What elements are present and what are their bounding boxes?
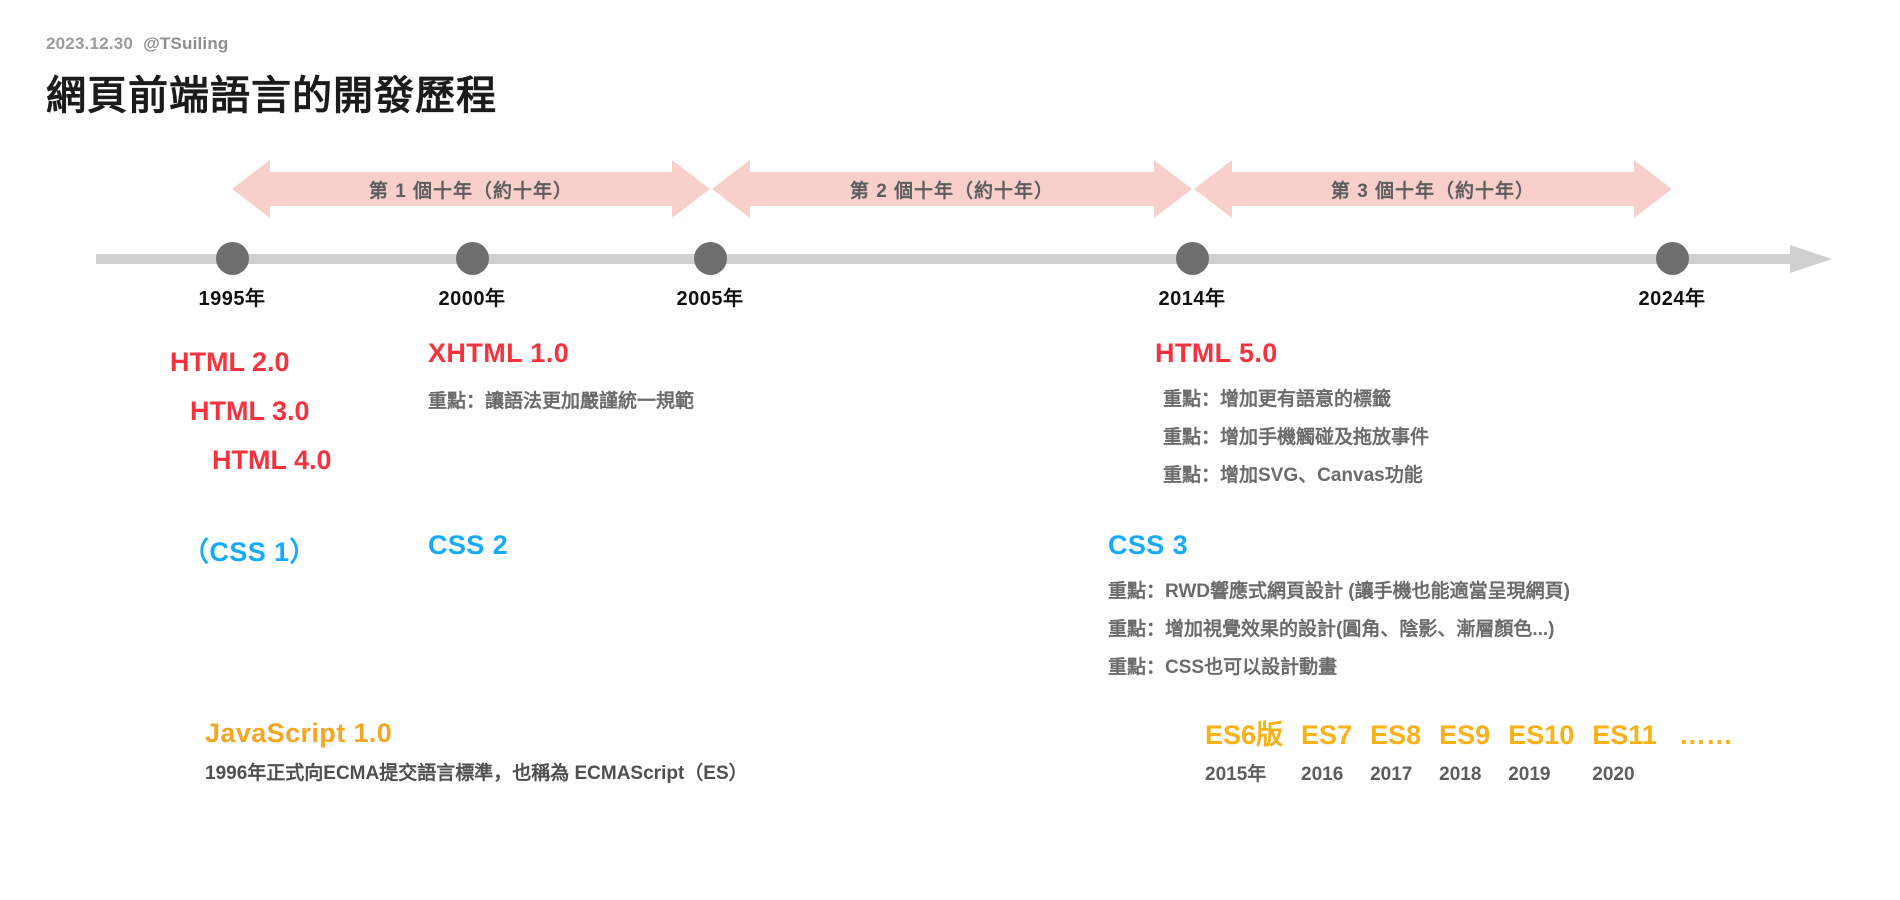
- ecmascript-version-item: ES10 2019: [1508, 718, 1574, 788]
- decade-arrow-icon: [1194, 160, 1672, 218]
- ecmascript-version-year: 2015年: [1205, 764, 1267, 785]
- axis-arrowhead-icon: [1790, 245, 1832, 273]
- axis-line: [96, 254, 1796, 264]
- ecmascript-version-year: 2017: [1370, 764, 1413, 785]
- xhtml-bullet: 重點：讓語法更加嚴謹統一規範: [428, 391, 695, 412]
- ecmascript-version-year: 2020: [1592, 764, 1635, 785]
- ecmascript-version-item: ES6版 2015年: [1205, 718, 1283, 788]
- css3-bullet: 重點：RWD響應式網頁設計 (讓手機也能適當呈現網頁): [1108, 581, 1570, 602]
- timeline-node-dot[interactable]: [216, 242, 249, 275]
- html-version-item: HTML 2.0: [170, 347, 290, 377]
- timeline-axis: [0, 240, 1900, 278]
- block-css3: CSS 3 重點：RWD響應式網頁設計 (讓手機也能適當呈現網頁) 重點：增加視…: [1108, 530, 1570, 687]
- ecmascript-version-item: ES7 2016: [1301, 718, 1352, 788]
- timeline-year-label: 2000年: [438, 288, 506, 310]
- decade-arrow-icon: [712, 160, 1192, 218]
- author-handle: @TSuiling: [143, 34, 229, 53]
- timeline-year-label: 1995年: [198, 288, 266, 310]
- ecmascript-version-item: ES8 2017: [1370, 718, 1421, 788]
- timeline-year-label: 2024年: [1638, 288, 1706, 310]
- html5-bullet: 重點：增加手機觸碰及拖放事件: [1163, 427, 1430, 448]
- timeline-node-dot[interactable]: [694, 242, 727, 275]
- css3-bullet: 重點：增加視覺效果的設計(圓角、陰影、漸層顏色...): [1108, 619, 1555, 640]
- ecmascript-version-item: ES11 2020: [1592, 718, 1657, 788]
- byline: 2023.12.30 @TSuiling: [46, 34, 497, 54]
- ecmascript-version-name: ES9: [1439, 720, 1491, 750]
- ecmascript-version-name: ES6版: [1205, 720, 1284, 750]
- decade-arrow-icon: [232, 160, 710, 218]
- page-title: 網頁前端語言的開發歷程: [46, 74, 497, 118]
- html5-bullet: 重點：增加SVG、Canvas功能: [1163, 465, 1423, 486]
- page-header: 2023.12.30 @TSuiling 網頁前端語言的開發歷程: [46, 34, 497, 121]
- block-css2: CSS 2: [428, 530, 508, 561]
- css3-title: CSS 3: [1108, 530, 1189, 560]
- ecmascript-version-name: ES10: [1508, 720, 1575, 750]
- decade-band-3: 第 3 個十年（約十年）: [1194, 160, 1672, 218]
- timeline-year-label: 2005年: [676, 288, 744, 310]
- block-javascript: JavaScript 1.0 1996年正式向ECMA提交語言標準，也稱為 EC…: [205, 718, 748, 785]
- block-css1: （CSS 1）: [182, 530, 317, 569]
- javascript-caption: 1996年正式向ECMA提交語言標準，也稱為 ECMAScript（ES）: [205, 763, 748, 784]
- publish-date: 2023.12.30: [46, 34, 134, 53]
- block-html5: HTML 5.0 重點：增加更有語意的標籤 重點：增加手機觸碰及拖放事件 重點：…: [1155, 338, 1429, 495]
- ecmascript-version-name: ES11: [1592, 720, 1657, 750]
- html5-bullet: 重點：增加更有語意的標籤: [1163, 389, 1392, 410]
- html-version-item: HTML 4.0: [212, 445, 332, 475]
- css1-title: （CSS 1）: [182, 537, 317, 567]
- decade-band-1: 第 1 個十年（約十年）: [232, 160, 710, 218]
- ecmascript-version-item: ……: [1679, 718, 1733, 762]
- timeline-node-dot[interactable]: [1656, 242, 1689, 275]
- html-version-item: HTML 3.0: [190, 396, 310, 426]
- timeline-year-label: 2014年: [1158, 288, 1226, 310]
- html5-title: HTML 5.0: [1155, 338, 1278, 368]
- ecmascript-version-row: ES6版 2015年 ES7 2016 ES8 2017 ES9 2018 ES10 2019 ES…: [1205, 718, 1733, 788]
- ecmascript-version-name: ES8: [1370, 720, 1422, 750]
- ecmascript-version-item: ES9 2018: [1439, 718, 1490, 788]
- xhtml-title: XHTML 1.0: [428, 338, 570, 368]
- html5-bullet-list: 重點：增加更有語意的標籤 重點：增加手機觸碰及拖放事件 重點：增加SVG、Can…: [1155, 381, 1429, 495]
- xhtml-bullet-list: 重點：讓語法更加嚴謹統一規範: [428, 383, 694, 421]
- timeline-node-dot[interactable]: [456, 242, 489, 275]
- block-ecmascript: ES6版 2015年 ES7 2016 ES8 2017 ES9 2018 ES10 2019 ES…: [1205, 718, 1733, 788]
- ecmascript-version-year: 2018: [1439, 764, 1482, 785]
- css3-bullet-list: 重點：RWD響應式網頁設計 (讓手機也能適當呈現網頁) 重點：增加視覺效果的設計…: [1108, 573, 1570, 687]
- javascript-title: JavaScript 1.0: [205, 718, 393, 748]
- ecmascript-version-year: 2019: [1508, 764, 1551, 785]
- ecmascript-version-year: 2016: [1301, 764, 1344, 785]
- block-xhtml: XHTML 1.0 重點：讓語法更加嚴謹統一規範: [428, 338, 694, 421]
- css3-bullet: 重點：CSS也可以設計動畫: [1108, 657, 1338, 678]
- decade-band-2: 第 2 個十年（約十年）: [712, 160, 1192, 218]
- block-html-early: HTML 2.0 HTML 3.0 HTML 4.0: [170, 338, 332, 485]
- css2-title: CSS 2: [428, 530, 509, 560]
- ecmascript-version-name: ES7: [1301, 720, 1353, 750]
- timeline-node-dot[interactable]: [1176, 242, 1209, 275]
- ecmascript-version-name: ……: [1678, 720, 1733, 750]
